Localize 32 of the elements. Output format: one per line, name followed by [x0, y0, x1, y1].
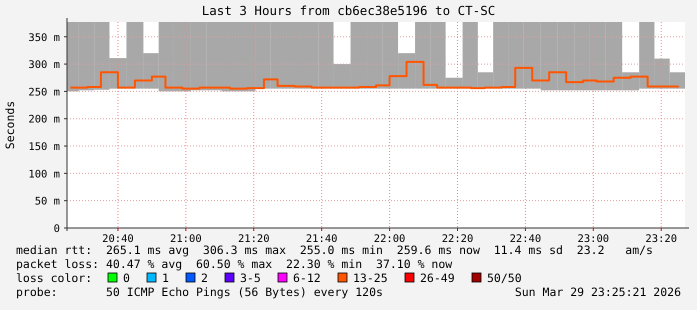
x-tick-label: 21:40	[306, 233, 338, 245]
y-tick-label: 200 m	[28, 114, 60, 126]
x-tick-label: 22:20	[442, 233, 474, 245]
text: median rtt: 265.1 ms avg 306.3 ms max 255.0 ms min 259.6 ms now 11.4 ms sd 23.2 am/s	[16, 243, 653, 257]
legend-title: loss color:	[16, 271, 92, 285]
legend-label: 1	[162, 271, 169, 285]
y-tick-label: 300 m	[28, 59, 60, 72]
text: probe: 50 ICMP Echo Pings (56 Bytes) every 120s	[16, 285, 383, 299]
legend-label: 50/50	[487, 271, 522, 285]
x-tick-label: 20:40	[102, 233, 134, 245]
y-axis-title: Seconds	[3, 100, 17, 150]
y-tick-label: 100 m	[28, 168, 60, 180]
legend-label: 26-49	[420, 271, 455, 285]
x-tick-label: 21:00	[170, 233, 202, 245]
legend-label: 13-25	[353, 271, 388, 285]
x-tick-label: 22:40	[510, 233, 542, 245]
x-tick-label: 21:20	[238, 233, 270, 245]
text: Sun Mar 29 23:25:21 2026	[514, 285, 682, 299]
y-tick-label: 150 m	[28, 141, 60, 154]
legend-label: 2	[201, 271, 208, 285]
legend-label: 6-12	[293, 271, 321, 285]
x-tick-label: 23:00	[578, 233, 610, 245]
legend-label: 3-5	[240, 271, 261, 285]
y-tick-label: 0	[54, 223, 60, 235]
text: packet loss: 40.47 % avg 60.50 % max 22.30 % min 37.10 % now	[16, 257, 452, 271]
y-tick-label: 250 m	[28, 86, 60, 98]
chart-title: Last 3 Hours from cb6ec38e5196 to CT-SC	[202, 3, 496, 18]
y-tick-label: 350 m	[28, 32, 60, 44]
x-tick-label: 22:00	[374, 233, 406, 245]
y-tick-label: 50 m	[34, 196, 60, 208]
x-tick-label: 23:20	[645, 233, 678, 245]
legend-label: 0	[123, 271, 130, 285]
